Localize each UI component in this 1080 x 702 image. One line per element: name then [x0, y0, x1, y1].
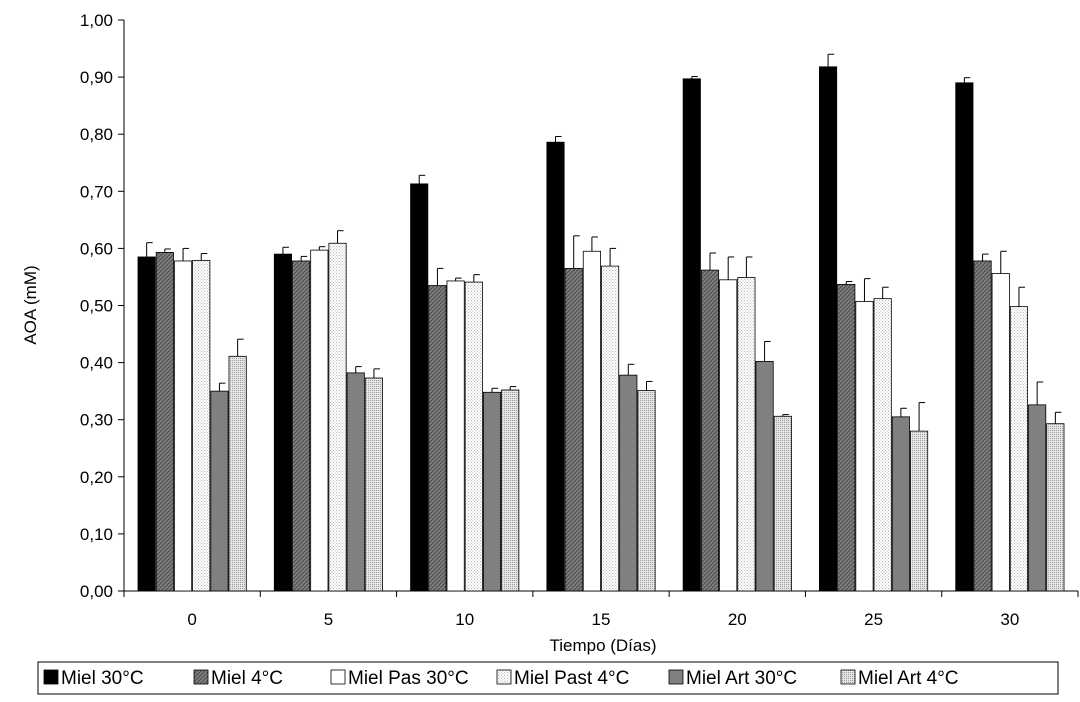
bar — [328, 242, 347, 592]
legend-label: Miel 30°C — [61, 668, 144, 689]
y-tick-label: 0,80 — [80, 125, 113, 144]
legend-swatch — [43, 669, 59, 685]
bar — [346, 372, 365, 592]
bar — [155, 251, 174, 592]
y-tick-label: 0,10 — [80, 525, 113, 544]
x-tick-label: 20 — [728, 610, 747, 629]
x-tick-label: 30 — [1000, 610, 1019, 629]
bar — [700, 269, 720, 592]
bar — [837, 283, 856, 592]
legend-swatch — [330, 669, 346, 685]
bar — [137, 256, 156, 592]
y-tick-label: 0,60 — [80, 239, 113, 258]
legend-swatch — [193, 669, 209, 685]
bar — [1009, 306, 1029, 592]
legend-label: Miel 4°C — [211, 668, 283, 689]
bar — [973, 260, 992, 592]
bar — [582, 250, 601, 592]
y-tick-label: 0,30 — [80, 411, 113, 430]
bar — [601, 265, 620, 592]
legend-swatch — [668, 669, 684, 685]
bar — [1028, 404, 1047, 592]
legend: Miel 30°C Miel 4°C Miel Pas 30°C Miel Past … — [37, 661, 1059, 695]
legend-swatch — [496, 669, 512, 685]
legend-label: Miel Past 4°C — [514, 668, 629, 689]
bar — [482, 391, 502, 592]
bar — [719, 279, 738, 592]
bar — [273, 253, 292, 592]
bar — [991, 273, 1010, 592]
bar — [410, 183, 429, 592]
x-axis-title: Tiempo (Días) — [549, 636, 656, 655]
y-tick-label: 0,90 — [80, 68, 113, 87]
x-tick-label: 10 — [455, 610, 474, 629]
bar — [364, 377, 383, 592]
bar — [292, 260, 311, 592]
bar — [955, 82, 974, 592]
bar — [446, 280, 465, 592]
bar — [891, 416, 910, 592]
legend-swatch — [840, 669, 856, 685]
bar — [228, 355, 247, 592]
legend-label: Miel Art 4°C — [858, 668, 959, 689]
x-tick-label: 0 — [187, 610, 196, 629]
bar — [428, 285, 447, 592]
y-tick-label: 0,00 — [80, 582, 113, 601]
y-axis-title: AOA (mM) — [21, 265, 40, 344]
bar — [855, 301, 874, 592]
bar — [173, 260, 193, 592]
bar — [619, 374, 638, 592]
bar — [755, 361, 774, 592]
bar — [819, 66, 838, 592]
legend-label: Miel Pas 30°C — [348, 668, 469, 689]
bar — [546, 141, 565, 592]
bar — [637, 390, 656, 592]
bar — [310, 249, 329, 592]
bar — [564, 267, 583, 592]
bar — [192, 259, 211, 592]
bar — [501, 389, 520, 592]
bar — [1046, 423, 1065, 592]
bar — [910, 430, 929, 592]
bar — [737, 277, 756, 592]
x-tick-label: 15 — [592, 610, 611, 629]
y-tick-label: 0,20 — [80, 468, 113, 487]
y-tick-label: 0,40 — [80, 354, 113, 373]
bar — [873, 298, 892, 592]
bar — [210, 390, 229, 592]
y-tick-label: 0,70 — [80, 182, 113, 201]
bar — [682, 78, 701, 592]
bar — [773, 415, 792, 592]
legend-label: Miel Art 30°C — [686, 668, 797, 689]
x-tick-label: 25 — [864, 610, 883, 629]
y-tick-label: 1,00 — [80, 11, 113, 30]
x-tick-label: 5 — [324, 610, 333, 629]
y-tick-label: 0,50 — [80, 297, 113, 316]
bar — [464, 281, 483, 592]
